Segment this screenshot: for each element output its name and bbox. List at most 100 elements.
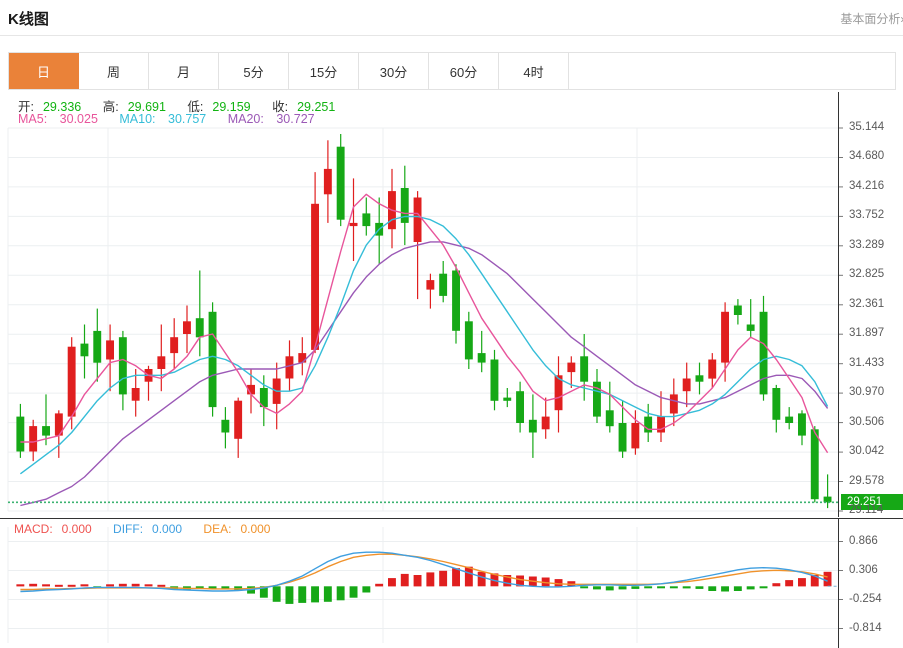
price-tick-label: 32.361 [849, 297, 885, 310]
macd-histogram-bar [721, 586, 729, 592]
candlestick-plot[interactable] [0, 92, 903, 517]
candle [567, 362, 576, 373]
candle [759, 311, 768, 395]
page-title: K线图 [8, 11, 49, 28]
macd-histogram-bar [106, 584, 114, 587]
tab-2[interactable]: 月 [149, 53, 219, 89]
price-tick-label: 33.752 [849, 209, 885, 222]
macd-histogram-bar [259, 586, 268, 598]
candle [746, 324, 755, 331]
tab-7[interactable]: 4时 [499, 53, 569, 89]
candle [195, 318, 204, 338]
macd-histogram-bar [375, 583, 384, 587]
candle [503, 397, 512, 401]
candle [413, 197, 422, 242]
macd-histogram-bar [823, 571, 832, 587]
candle [16, 416, 25, 452]
price-tick-label: 30.506 [849, 415, 885, 428]
macd-histogram-bar [593, 586, 601, 590]
candle [516, 391, 524, 423]
macd-histogram-bar [349, 586, 358, 598]
macd-histogram-bar [733, 586, 742, 591]
macd-histogram-bar [541, 577, 550, 587]
macd-histogram-bar [785, 580, 794, 587]
price-tick-label: 29.578 [849, 474, 885, 487]
macd-histogram-bar [452, 568, 460, 587]
candle [721, 311, 729, 363]
price-tick-label: 30.970 [849, 386, 885, 399]
candle [157, 356, 166, 369]
tab-1[interactable]: 周 [79, 53, 149, 89]
candle [772, 388, 781, 420]
price-panel[interactable]: 开: 29.336 高: 29.691 低: 29.159 收: 29.251 MA5:… [0, 92, 903, 517]
candle [464, 321, 473, 360]
macd-tick-label: -0.814 [849, 621, 882, 634]
macd-histogram-bar [695, 586, 704, 589]
macd-histogram-bar [746, 586, 755, 590]
chart-area: 开: 29.336 高: 29.691 低: 29.159 收: 29.251 MA5:… [0, 92, 903, 648]
macd-histogram-bar [131, 583, 140, 587]
candle [631, 423, 640, 449]
macd-histogram-bar [195, 586, 204, 589]
ma20-line [20, 241, 829, 507]
candle [644, 416, 653, 433]
candle [823, 496, 832, 503]
macd-histogram-bar [272, 586, 281, 602]
candle [657, 416, 665, 433]
candle [311, 203, 319, 350]
macd-histogram-bar [298, 586, 307, 603]
macd-histogram-bar [605, 586, 614, 591]
candle [605, 410, 614, 427]
macd-panel[interactable]: MACD: 0.000 DIFF: 0.000 DEA: 0.000 0.866 0.3… [0, 518, 903, 648]
macd-histogram-bar [311, 586, 319, 603]
diff-line [20, 551, 828, 593]
candle [785, 416, 794, 423]
macd-histogram-bar [54, 584, 63, 587]
macd-histogram-bar [439, 570, 448, 587]
candle [42, 426, 50, 436]
macd-histogram-bar [618, 586, 627, 590]
candle [490, 359, 499, 401]
candle [208, 311, 217, 408]
macd-histogram-bar [388, 578, 396, 587]
candle [695, 375, 704, 382]
macd-histogram-bar [285, 586, 294, 604]
tab-0[interactable]: 日 [9, 53, 79, 89]
macd-histogram-bar [644, 586, 653, 589]
candle [349, 222, 358, 227]
tab-5[interactable]: 30分 [359, 53, 429, 89]
candle [170, 337, 179, 354]
candle [80, 343, 89, 357]
candle [426, 280, 435, 290]
candle [618, 423, 627, 452]
candle [477, 353, 486, 363]
macd-histogram-bar [221, 586, 230, 589]
ma10-line [19, 215, 829, 475]
macd-histogram-bar [798, 578, 806, 587]
macd-histogram-bar [336, 586, 345, 601]
candle [593, 381, 601, 417]
candle [336, 146, 345, 220]
macd-histogram-bar [80, 584, 89, 587]
macd-plot[interactable] [0, 519, 903, 648]
macd-histogram-bar [118, 583, 127, 587]
candle [93, 330, 102, 363]
tab-6[interactable]: 60分 [429, 53, 499, 89]
macd-histogram-bar [516, 575, 524, 587]
macd-histogram-bar [400, 573, 409, 587]
tab-4[interactable]: 15分 [289, 53, 359, 89]
macd-histogram-bar [810, 575, 819, 587]
macd-histogram-bar [554, 579, 563, 587]
macd-histogram-bar [669, 586, 678, 589]
tab-3[interactable]: 5分 [219, 53, 289, 89]
current-price-badge: 29.251 [841, 494, 903, 511]
macd-histogram-bar [362, 586, 371, 593]
macd-tick-label: 0.866 [849, 534, 878, 547]
period-tab-bar: 日周月 5分 15分 30分 60分 4时 [8, 52, 896, 90]
candle [554, 375, 563, 411]
candle [106, 340, 114, 360]
candle [810, 429, 819, 500]
fundamental-analysis-link[interactable]: 基本面分析» [840, 12, 903, 26]
price-tick-label: 34.680 [849, 150, 885, 163]
